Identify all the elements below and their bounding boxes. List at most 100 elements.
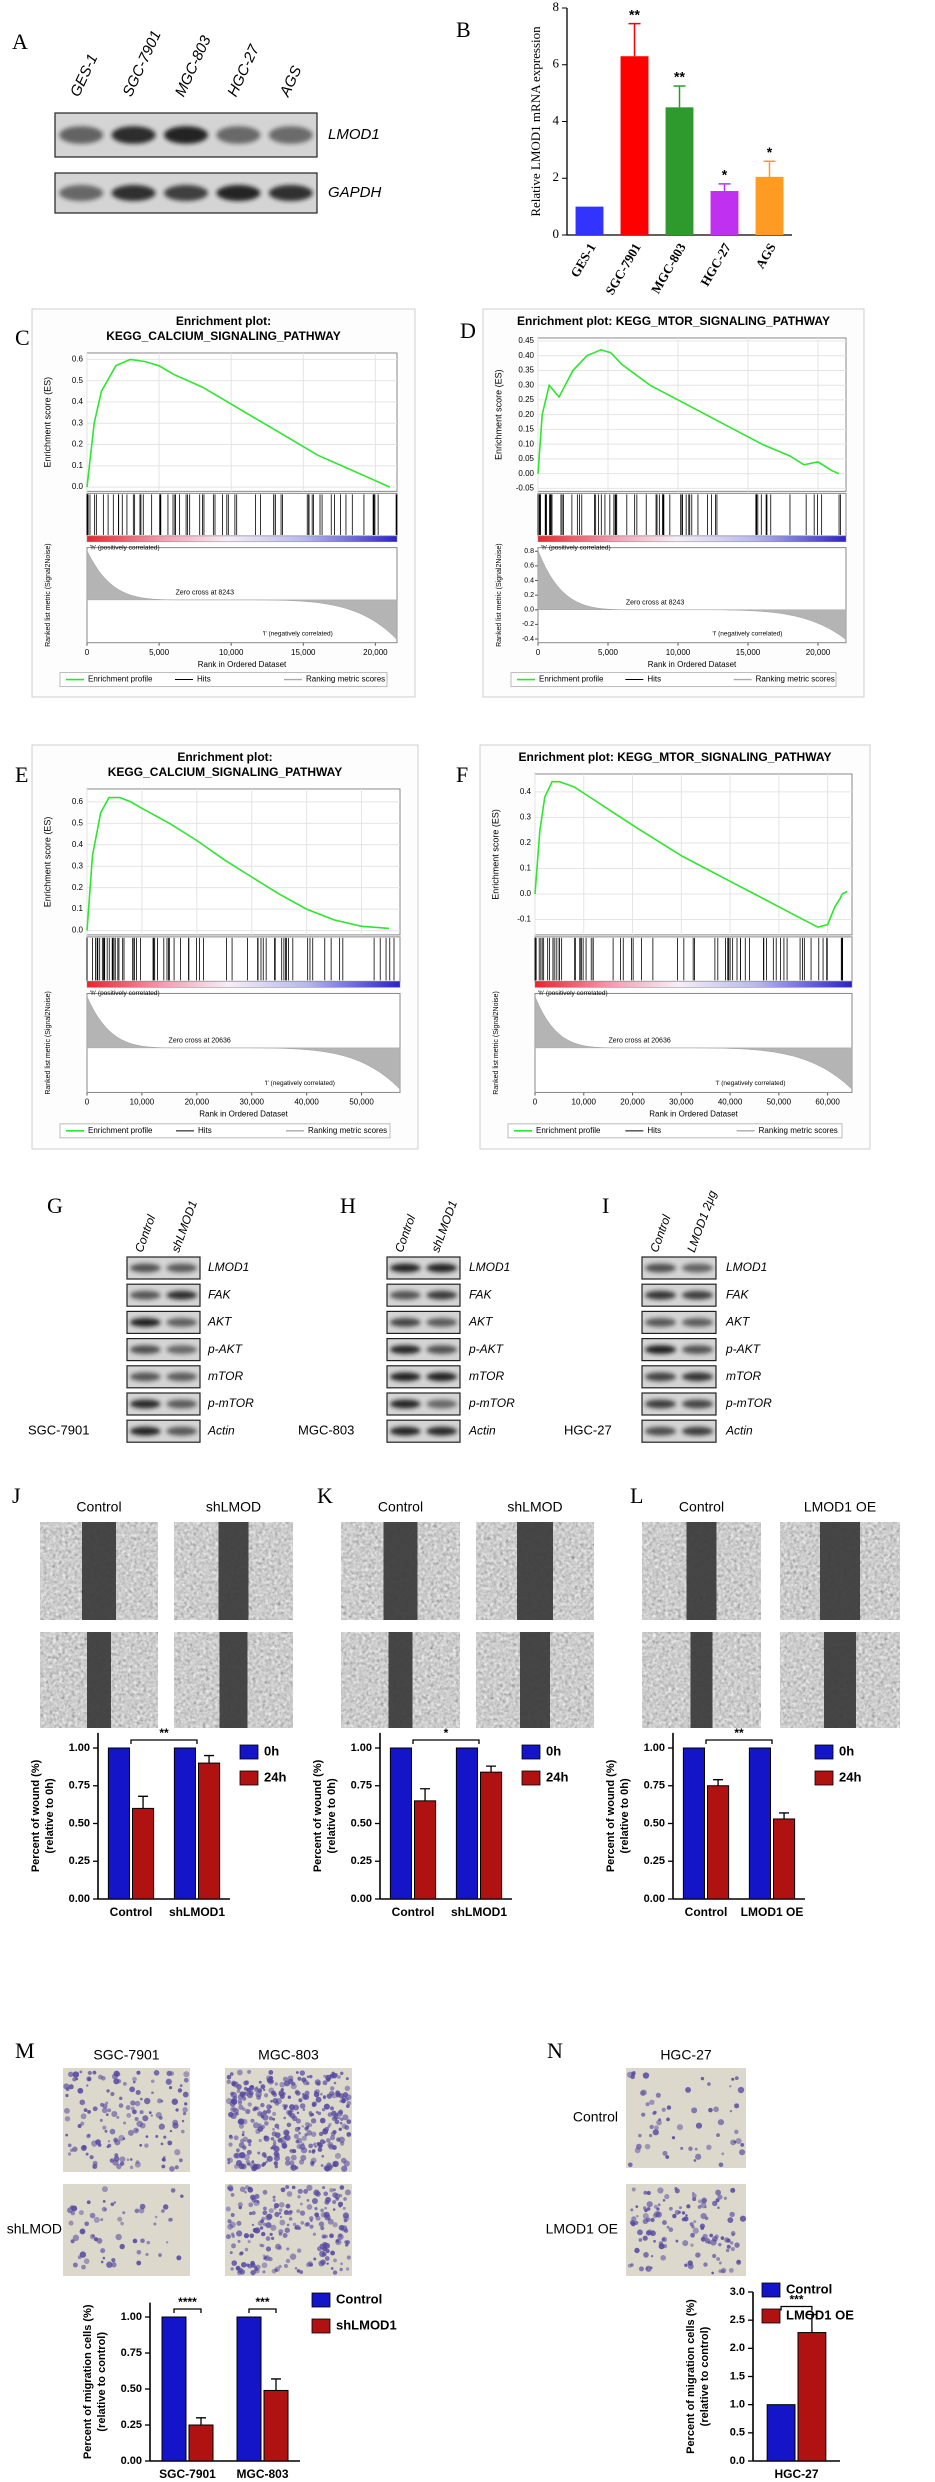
- stained-cell: [711, 2271, 714, 2275]
- stained-cell: [288, 2113, 292, 2117]
- stained-cell: [337, 2075, 341, 2079]
- stained-cell: [279, 2081, 286, 2088]
- significance-bracket: [412, 1739, 480, 1744]
- blot-strip: [641, 1392, 717, 1416]
- stained-cell: [634, 2247, 640, 2254]
- stained-cell: [175, 2108, 179, 2112]
- stained-cell: [155, 2135, 159, 2138]
- blot-strip: [386, 1392, 461, 1416]
- stained-cell: [79, 2251, 87, 2258]
- error-bar: [271, 2378, 281, 2391]
- y-tick-label: 0.50: [644, 1817, 665, 1829]
- stained-cell: [728, 2267, 734, 2273]
- x-axis-label: Rank in Ordered Dataset: [649, 1110, 738, 1119]
- stained-cell: [257, 2220, 264, 2226]
- stained-cell: [169, 2129, 173, 2133]
- stained-cell: [142, 2115, 149, 2122]
- x-tick-label: 50,000: [349, 1098, 374, 1107]
- stained-cell: [242, 2096, 247, 2101]
- stained-cell: [135, 2160, 140, 2165]
- significance: *: [722, 167, 728, 183]
- stained-cell: [160, 2142, 164, 2146]
- stained-cell: [698, 2199, 702, 2204]
- x-tick-label: SGC-7901: [159, 2467, 216, 2481]
- stained-cell: [331, 2115, 337, 2122]
- stained-cell: [266, 2104, 272, 2110]
- significance: *: [444, 1726, 449, 1740]
- stained-cell: [636, 2214, 639, 2218]
- stained-cell: [661, 2236, 668, 2243]
- micrograph: [63, 2068, 190, 2172]
- stained-cell: [345, 2077, 349, 2081]
- stained-cell: [282, 2232, 288, 2238]
- stained-cell: [260, 2084, 266, 2090]
- bar: [236, 2316, 262, 2462]
- stained-cell: [80, 2113, 87, 2120]
- stained-cell: [730, 2187, 736, 2193]
- stained-cell: [95, 2139, 101, 2145]
- stained-cell: [704, 2205, 707, 2209]
- stained-cell: [278, 2264, 282, 2269]
- blot-band: [389, 1318, 421, 1327]
- zero-cross-label: Zero cross at 20636: [608, 1038, 670, 1045]
- y-tick-label: 0.30: [518, 380, 534, 389]
- stained-cell: [263, 2206, 267, 2211]
- stained-cell: [227, 2157, 231, 2162]
- legend-label: Control: [336, 2291, 382, 2306]
- stained-cell: [161, 2164, 166, 2169]
- stained-cell: [330, 2086, 335, 2091]
- stained-cell: [695, 2252, 701, 2258]
- stained-cell: [344, 2189, 351, 2196]
- legend-label: Ranking metric scores: [306, 675, 385, 684]
- x-tick-label: MGC-803: [236, 2467, 288, 2481]
- stained-cell: [249, 2211, 253, 2216]
- stained-cell: [312, 2143, 315, 2146]
- bar: [188, 2424, 214, 2462]
- legend-label: Enrichment profile: [88, 675, 153, 684]
- y-tick-label: 0.0: [72, 482, 84, 491]
- panel-label: C: [15, 325, 30, 350]
- blot-band: [644, 1345, 677, 1354]
- stained-cell: [171, 2098, 179, 2105]
- stained-cell: [79, 2099, 86, 2106]
- stained-cell: [248, 2186, 252, 2190]
- significance: ***: [789, 2293, 803, 2307]
- stained-cell: [229, 2251, 233, 2255]
- stained-cell: [237, 2239, 241, 2243]
- stained-cell: [311, 2150, 315, 2154]
- legend-label: Ranking metric scores: [759, 1126, 838, 1135]
- stained-cell: [87, 2070, 92, 2076]
- stained-cell: [648, 2133, 653, 2138]
- blot-band: [129, 1263, 161, 1273]
- stained-cell: [302, 2108, 306, 2111]
- x-axis-label: Rank in Ordered Dataset: [648, 660, 737, 669]
- wound-gap: [388, 1632, 413, 1728]
- legend-swatch: [239, 1744, 259, 1760]
- stained-cell: [664, 2193, 670, 2200]
- y-tick-label: 0.45: [518, 336, 534, 345]
- y-tick-label: 0.50: [351, 1817, 372, 1829]
- stained-cell: [271, 2091, 274, 2095]
- stained-cell: [273, 2161, 279, 2166]
- stained-cell: [729, 2109, 733, 2113]
- stained-cell: [708, 2107, 713, 2113]
- stained-cell: [129, 2158, 133, 2161]
- stained-cell: [735, 2138, 742, 2145]
- stained-cell: [337, 2116, 341, 2120]
- y-axis-label: Percent of migration cells (%): [685, 2299, 697, 2454]
- stained-cell: [119, 2096, 123, 2101]
- x-tick-label: 50,000: [767, 1098, 792, 1107]
- y-tick-label: 0.2: [520, 838, 532, 847]
- stained-cell: [631, 2187, 636, 2192]
- stained-cell: [293, 2133, 299, 2139]
- bar: [414, 1800, 437, 1900]
- stained-cell: [284, 2227, 290, 2233]
- stained-cell: [341, 2165, 348, 2172]
- stained-cell: [122, 2211, 126, 2215]
- x-tick-label: 40,000: [294, 1098, 319, 1107]
- y-tick-label: 0.4: [72, 397, 84, 406]
- chart-title: Enrichment plot:: [176, 314, 271, 328]
- legend-label: Enrichment profile: [88, 1126, 153, 1135]
- blot-band: [129, 1372, 161, 1382]
- blot-strip: [641, 1310, 717, 1335]
